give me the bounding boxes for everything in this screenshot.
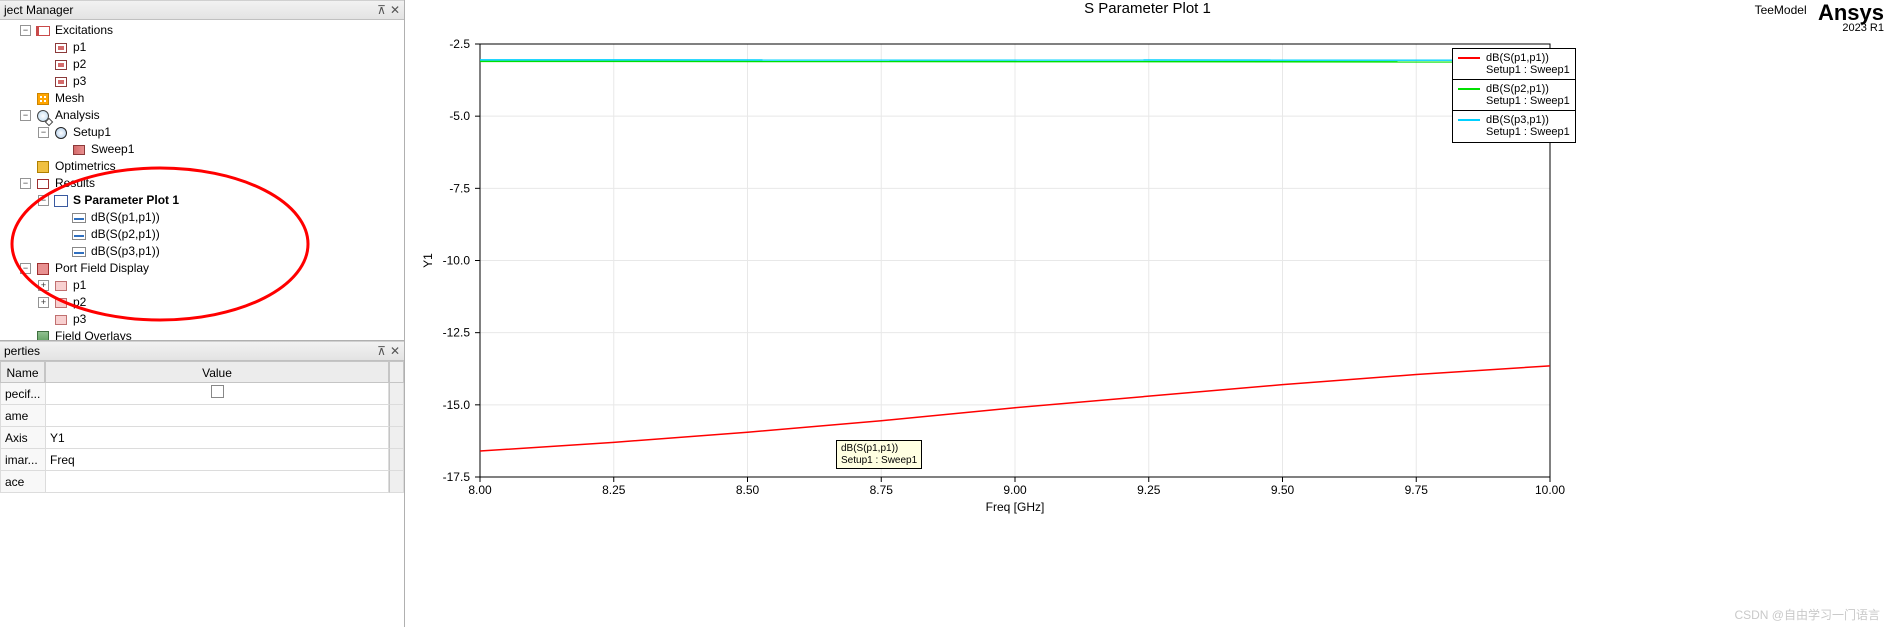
prop-value[interactable] (45, 383, 389, 405)
port-icon (53, 40, 69, 56)
tree-item-trace3[interactable]: dB(S(p3,p1)) (89, 243, 162, 260)
svg-text:-10.0: -10.0 (443, 254, 471, 268)
tree-item-field-overlays[interactable]: Field Overlays (53, 328, 134, 340)
properties-pane: perties ⊼ ✕ Name Value pecif... ame Axis… (0, 340, 404, 627)
svg-text:-12.5: -12.5 (443, 326, 471, 340)
prop-name[interactable]: ace (0, 471, 45, 493)
properties-grid: Name Value pecif... ame Axis Y1 imar... … (0, 361, 404, 627)
legend[interactable]: dB(S(p1,p1))Setup1 : Sweep1dB(S(p2,p1))S… (1452, 48, 1576, 143)
project-manager-header: ject Manager ⊼ ✕ (0, 0, 404, 20)
tree-item-p1[interactable]: p1 (71, 39, 88, 56)
trace-tooltip: dB(S(p1,p1)) Setup1 : Sweep1 (836, 440, 922, 469)
tooltip-line2: Setup1 : Sweep1 (841, 455, 917, 467)
svg-text:-2.5: -2.5 (449, 37, 470, 51)
prop-value[interactable] (45, 471, 389, 493)
tree-item-excitations[interactable]: Excitations (53, 22, 115, 39)
tree-item-results[interactable]: Results (53, 175, 97, 192)
excitations-icon (35, 23, 51, 39)
col-header-value[interactable]: Value (45, 361, 389, 383)
prop-value[interactable]: Freq (45, 449, 389, 471)
prop-name[interactable]: imar... (0, 449, 45, 471)
port-icon (53, 57, 69, 73)
sweep-icon (71, 142, 87, 158)
results-icon (35, 176, 51, 192)
collapse-icon[interactable]: − (38, 195, 49, 206)
svg-text:9.00: 9.00 (1003, 483, 1027, 497)
tree-item-splot[interactable]: S Parameter Plot 1 (71, 192, 181, 209)
field-overlays-icon (35, 329, 51, 341)
collapse-icon[interactable]: − (20, 25, 31, 36)
plot-svg[interactable]: 8.00 8.25 8.50 8.75 9.00 9.25 9.50 9.75 10.00 -2.… (405, 0, 1890, 520)
pin-icon[interactable]: ⊼ (377, 341, 386, 361)
project-manager-pane: ject Manager ⊼ ✕ − Excitations p1 p2 p3 M… (0, 0, 404, 340)
tree-item-optimetrics[interactable]: Optimetrics (53, 158, 118, 175)
svg-text:Freq [GHz]: Freq [GHz] (986, 500, 1045, 514)
tree-item-trace1[interactable]: dB(S(p1,p1)) (89, 209, 162, 226)
analysis-icon (35, 108, 51, 124)
tree-item-analysis[interactable]: Analysis (53, 107, 102, 124)
svg-text:8.75: 8.75 (870, 483, 894, 497)
tree-item-pfd-p3[interactable]: p3 (71, 311, 88, 328)
svg-text:9.25: 9.25 (1137, 483, 1161, 497)
properties-header: perties ⊼ ✕ (0, 341, 404, 361)
collapse-icon[interactable]: − (20, 110, 31, 121)
pfd-port-icon (53, 278, 69, 294)
tree-item-p3[interactable]: p3 (71, 73, 88, 90)
tree-item-p2[interactable]: p2 (71, 56, 88, 73)
tree-item-pfd-p1[interactable]: p1 (71, 277, 88, 294)
watermark: CSDN @自由学习一门语言 (1734, 606, 1880, 623)
checkbox-icon[interactable] (211, 385, 224, 398)
svg-text:Y1: Y1 (421, 253, 435, 268)
prop-value[interactable] (45, 405, 389, 427)
svg-text:-17.5: -17.5 (443, 470, 471, 484)
svg-text:10.00: 10.00 (1535, 483, 1565, 497)
tree-item-pfd-p2[interactable]: p2 (71, 294, 88, 311)
pfd-port-icon (53, 312, 69, 328)
pin-icon[interactable]: ⊼ (377, 0, 386, 20)
prop-name[interactable]: ame (0, 405, 45, 427)
svg-text:-15.0: -15.0 (443, 398, 471, 412)
pane-title: perties (4, 341, 40, 361)
port-icon (53, 74, 69, 90)
close-icon[interactable]: ✕ (390, 0, 400, 20)
tree-body[interactable]: −Excitations p1 p2 p3 Mesh −Analysis −Se… (0, 20, 404, 340)
svg-text:9.50: 9.50 (1271, 483, 1295, 497)
collapse-icon[interactable]: − (20, 263, 31, 274)
close-icon[interactable]: ✕ (390, 341, 400, 361)
collapse-icon[interactable]: − (38, 127, 49, 138)
svg-text:8.50: 8.50 (736, 483, 760, 497)
tree-item-mesh[interactable]: Mesh (53, 90, 86, 107)
pane-title: ject Manager (4, 0, 73, 20)
tree-item-trace2[interactable]: dB(S(p2,p1)) (89, 226, 162, 243)
svg-text:8.00: 8.00 (468, 483, 492, 497)
prop-value[interactable]: Y1 (45, 427, 389, 449)
svg-text:-7.5: -7.5 (449, 181, 470, 195)
setup-icon (53, 125, 69, 141)
mesh-icon (35, 91, 51, 107)
collapse-icon[interactable]: − (20, 178, 31, 189)
col-header-name[interactable]: Name (0, 361, 45, 383)
trace-icon (71, 227, 87, 243)
trace-icon (71, 210, 87, 226)
trace-icon (71, 244, 87, 260)
scrollbar[interactable] (389, 361, 404, 383)
plot-icon (53, 193, 69, 209)
expand-icon[interactable]: + (38, 297, 49, 308)
tree-item-pfd[interactable]: Port Field Display (53, 260, 151, 277)
tooltip-line1: dB(S(p1,p1)) (841, 443, 917, 455)
tree-item-setup1[interactable]: Setup1 (71, 124, 113, 141)
svg-text:-5.0: -5.0 (449, 109, 470, 123)
expand-icon[interactable]: + (38, 280, 49, 291)
port-field-display-icon (35, 261, 51, 277)
tree-item-sweep1[interactable]: Sweep1 (89, 141, 136, 158)
svg-text:9.75: 9.75 (1405, 483, 1429, 497)
svg-text:8.25: 8.25 (602, 483, 626, 497)
prop-name[interactable]: Axis (0, 427, 45, 449)
chart-pane: S Parameter Plot 1 TeeModel Ansys 2023 R… (405, 0, 1890, 627)
optimetrics-icon (35, 159, 51, 175)
prop-name[interactable]: pecif... (0, 383, 45, 405)
pfd-port-icon (53, 295, 69, 311)
